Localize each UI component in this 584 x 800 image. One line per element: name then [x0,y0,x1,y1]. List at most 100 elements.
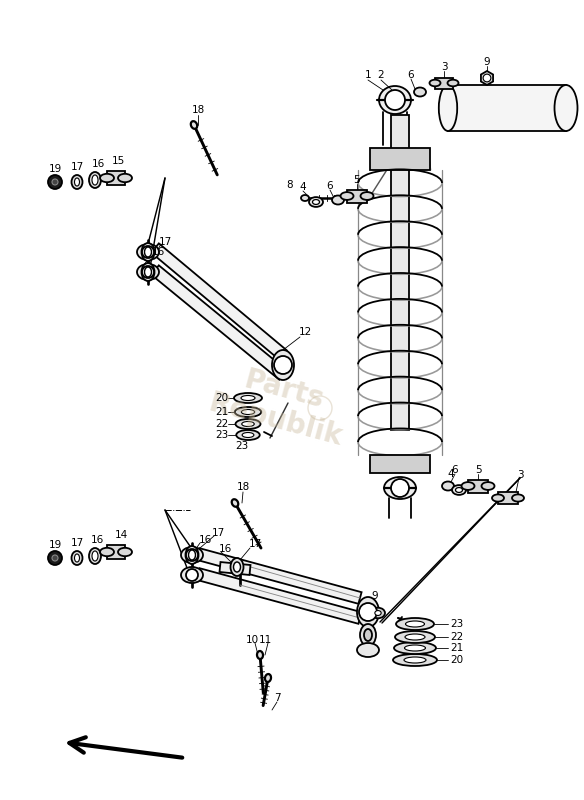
Ellipse shape [232,499,238,506]
Text: 16: 16 [151,247,165,257]
Text: 7: 7 [274,693,280,703]
Ellipse shape [429,80,440,86]
Text: 14: 14 [114,530,128,540]
Ellipse shape [191,121,197,129]
Ellipse shape [118,548,132,556]
Text: 17: 17 [211,528,225,538]
Polygon shape [151,266,287,380]
Text: 15: 15 [112,156,124,166]
Ellipse shape [144,267,151,277]
Polygon shape [468,479,488,493]
Bar [448,85,566,131]
Ellipse shape [235,419,260,429]
Ellipse shape [332,195,344,205]
Bar [370,148,430,170]
Polygon shape [435,78,453,89]
Ellipse shape [189,550,196,560]
Ellipse shape [340,192,353,200]
Ellipse shape [237,430,260,440]
Ellipse shape [360,192,374,200]
Text: 20: 20 [215,393,228,403]
Text: 17: 17 [248,539,262,549]
Circle shape [385,90,405,110]
Ellipse shape [301,195,309,201]
Circle shape [142,266,154,278]
Ellipse shape [71,551,82,565]
Ellipse shape [265,674,271,682]
Text: 2: 2 [378,70,384,80]
Text: 17: 17 [71,162,84,172]
Ellipse shape [231,558,244,576]
Polygon shape [196,548,361,604]
Ellipse shape [360,624,376,646]
Text: 6: 6 [451,465,458,475]
Ellipse shape [48,551,62,565]
Ellipse shape [405,634,425,640]
Text: 5: 5 [475,465,481,475]
Text: 18: 18 [237,482,249,492]
Ellipse shape [257,651,263,659]
Circle shape [186,569,198,581]
Text: 18: 18 [192,105,204,115]
Ellipse shape [75,178,79,186]
Text: 3: 3 [441,62,447,72]
Ellipse shape [92,551,98,561]
Ellipse shape [181,547,203,563]
Polygon shape [107,545,125,559]
Text: 4: 4 [448,469,454,479]
Ellipse shape [92,175,98,185]
Text: 12: 12 [298,327,312,337]
Text: 20: 20 [450,655,463,665]
Ellipse shape [357,643,379,657]
Ellipse shape [186,546,199,564]
Ellipse shape [371,608,385,618]
Ellipse shape [100,548,114,556]
Text: 10: 10 [245,635,259,645]
Ellipse shape [241,395,255,401]
Ellipse shape [396,618,434,630]
Ellipse shape [456,487,463,493]
Text: 16: 16 [91,535,103,545]
Ellipse shape [395,631,435,643]
Circle shape [483,74,491,82]
Ellipse shape [481,482,495,490]
Ellipse shape [312,199,319,205]
Ellipse shape [89,172,101,188]
Text: 16: 16 [199,535,211,545]
Polygon shape [220,562,251,575]
Text: 8: 8 [287,180,293,190]
Text: Parts
Republik: Parts Republik [206,358,354,452]
Text: 16: 16 [218,544,232,554]
Ellipse shape [384,477,416,499]
Ellipse shape [452,485,466,495]
Polygon shape [196,568,361,624]
Ellipse shape [234,393,262,403]
Ellipse shape [357,597,379,627]
Circle shape [359,603,377,621]
Circle shape [274,356,292,374]
Circle shape [186,549,198,561]
Ellipse shape [492,494,504,502]
Ellipse shape [512,494,524,502]
Text: 19: 19 [48,540,62,550]
Ellipse shape [461,482,474,490]
Bar [391,115,409,430]
Ellipse shape [118,174,132,182]
Ellipse shape [404,657,426,663]
Circle shape [142,246,154,258]
Text: 3: 3 [517,470,523,480]
Ellipse shape [235,407,261,417]
Ellipse shape [393,654,437,666]
Text: 21: 21 [215,407,228,417]
Polygon shape [151,243,287,360]
Ellipse shape [89,548,101,564]
Text: 19: 19 [48,164,62,174]
Ellipse shape [144,247,151,257]
Ellipse shape [48,175,62,189]
Ellipse shape [137,264,159,280]
Ellipse shape [414,87,426,97]
Ellipse shape [141,263,155,281]
Ellipse shape [52,555,58,561]
Polygon shape [107,171,125,185]
Ellipse shape [100,174,114,182]
